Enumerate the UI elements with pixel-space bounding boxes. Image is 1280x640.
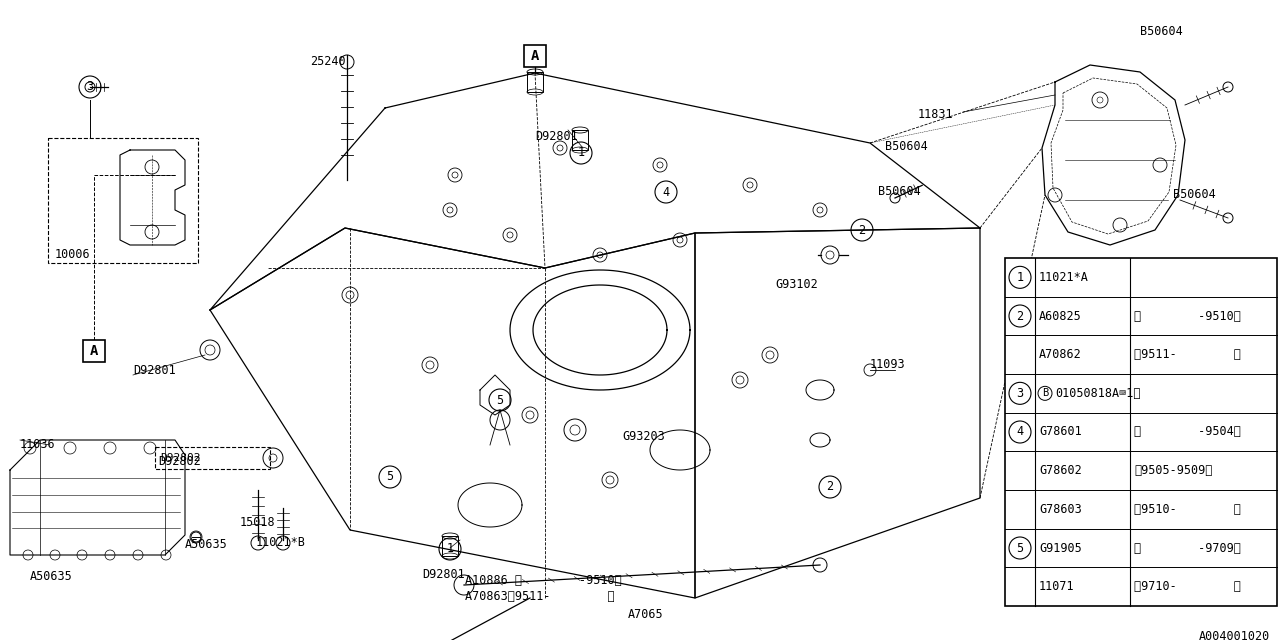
Bar bbox=[49, 138, 198, 263]
Text: 〈        -9504〉: 〈 -9504〉 bbox=[1134, 426, 1240, 438]
Text: G93102: G93102 bbox=[774, 278, 818, 291]
Text: B50604: B50604 bbox=[878, 185, 920, 198]
Text: A10886 〈        -9510〉: A10886 〈 -9510〉 bbox=[465, 574, 622, 587]
Text: 4: 4 bbox=[663, 186, 669, 198]
Text: D92801: D92801 bbox=[422, 568, 465, 581]
Text: 〈9510-        〉: 〈9510- 〉 bbox=[1134, 503, 1240, 516]
Text: A70862: A70862 bbox=[1039, 348, 1082, 361]
Text: 11831: 11831 bbox=[918, 108, 954, 121]
Text: 11071: 11071 bbox=[1039, 580, 1075, 593]
Text: A70863〈9511-        〉: A70863〈9511- 〉 bbox=[465, 590, 614, 603]
Bar bbox=[572, 130, 588, 150]
Bar bbox=[1005, 258, 1277, 606]
Text: 1: 1 bbox=[1016, 271, 1024, 284]
Text: A004001020: A004001020 bbox=[1199, 630, 1270, 640]
Text: 2: 2 bbox=[1016, 310, 1024, 323]
Text: B50604: B50604 bbox=[1140, 25, 1183, 38]
Text: 11021*B: 11021*B bbox=[256, 536, 306, 549]
Text: A60825: A60825 bbox=[1039, 310, 1082, 323]
Text: 15018: 15018 bbox=[241, 516, 275, 529]
Text: 4: 4 bbox=[1016, 426, 1024, 438]
Text: A50635: A50635 bbox=[186, 538, 228, 551]
Text: B50604: B50604 bbox=[1172, 188, 1216, 201]
Text: 5: 5 bbox=[497, 394, 503, 406]
Text: D92801: D92801 bbox=[535, 130, 577, 143]
Text: D92801: D92801 bbox=[133, 364, 175, 377]
Text: 1: 1 bbox=[447, 543, 453, 556]
Text: 〈9710-        〉: 〈9710- 〉 bbox=[1134, 580, 1240, 593]
Text: 3: 3 bbox=[1016, 387, 1024, 400]
Text: G93203: G93203 bbox=[622, 430, 664, 443]
Text: 〈        -9510〉: 〈 -9510〉 bbox=[1134, 310, 1240, 323]
Text: 2: 2 bbox=[859, 223, 865, 237]
Text: 2: 2 bbox=[827, 481, 833, 493]
Text: 3: 3 bbox=[87, 81, 93, 93]
Text: 01050818A⌨1〈: 01050818A⌨1〈 bbox=[1055, 387, 1140, 400]
Text: A: A bbox=[90, 344, 99, 358]
Bar bbox=[83, 340, 105, 362]
Text: 11021*A: 11021*A bbox=[1039, 271, 1089, 284]
Text: 11036: 11036 bbox=[20, 438, 55, 451]
Text: G91905: G91905 bbox=[1039, 541, 1082, 554]
Text: 10006: 10006 bbox=[55, 248, 91, 261]
Text: D92802: D92802 bbox=[157, 455, 201, 468]
Text: G78602: G78602 bbox=[1039, 464, 1082, 477]
Bar bbox=[442, 536, 458, 556]
Bar bbox=[527, 72, 543, 92]
Text: 25240: 25240 bbox=[310, 55, 346, 68]
Text: 1: 1 bbox=[577, 147, 585, 159]
Text: 11093: 11093 bbox=[870, 358, 906, 371]
Text: A7065: A7065 bbox=[628, 608, 663, 621]
Text: D92802: D92802 bbox=[160, 453, 201, 463]
Text: 〈9511-        〉: 〈9511- 〉 bbox=[1134, 348, 1240, 361]
Text: B: B bbox=[1042, 388, 1048, 398]
Text: G78601: G78601 bbox=[1039, 426, 1082, 438]
Text: A50635: A50635 bbox=[29, 570, 73, 583]
Text: 5: 5 bbox=[387, 470, 393, 483]
Bar bbox=[155, 447, 270, 469]
Text: G78603: G78603 bbox=[1039, 503, 1082, 516]
Text: 〈9505-9509〉: 〈9505-9509〉 bbox=[1134, 464, 1212, 477]
Text: 〈        -9709〉: 〈 -9709〉 bbox=[1134, 541, 1240, 554]
Text: 5: 5 bbox=[1016, 541, 1024, 554]
Text: A: A bbox=[531, 49, 539, 63]
Text: B50604: B50604 bbox=[884, 140, 928, 153]
Bar bbox=[524, 45, 547, 67]
